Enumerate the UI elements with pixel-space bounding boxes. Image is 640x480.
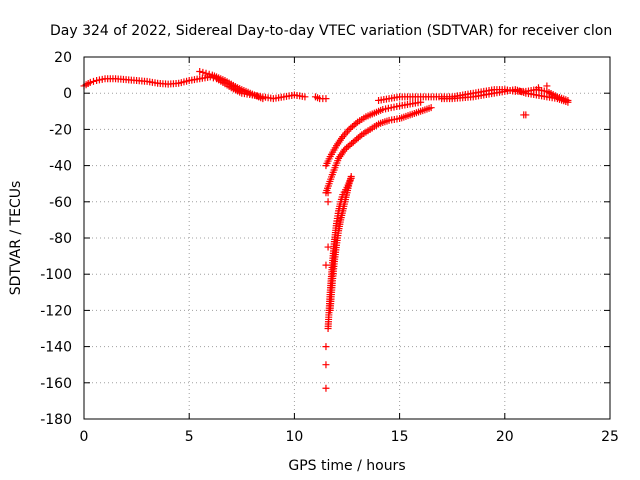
data-point-recovery-arc-b xyxy=(427,104,435,112)
y-tick-label: -160 xyxy=(40,376,72,392)
data-point-main-track xyxy=(89,77,97,85)
data-point-isolated-points xyxy=(522,111,530,119)
data-point-isolated-points xyxy=(543,82,551,90)
data-point-main-track xyxy=(86,78,94,86)
y-axis-label: SDTVAR / TECUs xyxy=(8,181,24,296)
data-points xyxy=(80,67,572,392)
y-tick-label: -100 xyxy=(40,267,72,283)
data-point-vertical-column-at-11-5h xyxy=(324,189,332,197)
x-tick-label: 5 xyxy=(185,429,194,445)
data-point-vertical-column-at-11-5h xyxy=(324,198,332,206)
chart-title: Day 324 of 2022, Sidereal Day-to-day VTE… xyxy=(50,23,612,39)
y-tick-label: -20 xyxy=(49,122,72,138)
y-tick-label: -180 xyxy=(40,412,72,428)
x-axis-label: GPS time / hours xyxy=(288,458,405,474)
grid-lines xyxy=(84,57,610,419)
y-tick-label: -80 xyxy=(49,231,72,247)
data-point-vertical-column-at-11-5h xyxy=(322,361,330,369)
y-tick-label: 20 xyxy=(54,50,72,66)
axis-ticks: 0 5 10 15 20 25 20 0 -20 -40 -60 -80 -100 -120 -140 -16… xyxy=(40,50,619,445)
x-tick-label: 0 xyxy=(80,429,89,445)
data-point-recovery-arc-a xyxy=(344,127,352,135)
x-tick-label: 10 xyxy=(285,429,303,445)
y-tick-label: 0 xyxy=(63,86,72,102)
data-point-deep-dip-gradual xyxy=(347,172,355,180)
data-point-main-track xyxy=(301,93,309,101)
x-tick-label: 20 xyxy=(496,429,514,445)
data-point-late-lower-track xyxy=(564,98,572,106)
data-point-upper-branch-at-6h xyxy=(196,67,204,75)
data-point-isolated-points xyxy=(534,84,542,92)
data-point-vertical-column-at-11-5h xyxy=(322,384,330,392)
data-point-upper-branch-at-6h xyxy=(202,69,210,77)
data-point-upper-branch-at-6h xyxy=(199,68,207,76)
y-tick-label: -140 xyxy=(40,340,72,356)
data-point-recovery-arc-a xyxy=(352,120,360,128)
y-tick-label: -120 xyxy=(40,303,72,319)
plot-frame xyxy=(83,56,611,420)
data-point-vertical-column-at-11-5h xyxy=(322,343,330,351)
x-tick-label: 25 xyxy=(601,429,619,445)
data-point-recovery-arc-a xyxy=(342,129,350,137)
data-point-upper-branch-at-6h xyxy=(205,70,213,78)
data-point-vertical-column-at-11-5h xyxy=(324,243,332,251)
y-tick-label: -60 xyxy=(49,195,72,211)
data-point-recovery-arc-b xyxy=(356,132,364,140)
data-point-upper-branch-at-6h xyxy=(259,95,267,103)
data-point-vertical-column-at-11-5h xyxy=(322,261,330,269)
data-point-dip-at-11h xyxy=(322,95,330,103)
y-tick-label: -40 xyxy=(49,159,72,175)
x-tick-label: 15 xyxy=(391,429,409,445)
